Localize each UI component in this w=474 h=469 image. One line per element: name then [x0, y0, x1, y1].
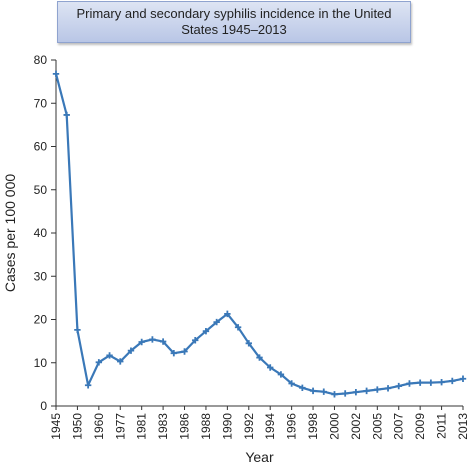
x-tick-label: 1945	[49, 413, 63, 440]
data-point	[149, 336, 156, 343]
data-point	[406, 380, 413, 387]
data-point	[138, 338, 145, 346]
x-tick-label: 1998	[306, 413, 320, 440]
data-point	[84, 382, 92, 389]
data-point	[117, 358, 124, 365]
x-axis-label: Year	[245, 449, 274, 465]
x-tick-label: 1960	[92, 413, 106, 440]
y-tick-label: 60	[34, 140, 48, 154]
y-tick-label: 80	[34, 53, 48, 67]
x-tick-label: 1983	[156, 413, 170, 440]
data-point	[277, 371, 285, 378]
data-point	[395, 382, 402, 390]
x-tick-label: 2013	[456, 413, 470, 440]
x-tick-label: 1981	[135, 413, 149, 440]
data-point	[181, 348, 188, 355]
x-tick-label: 1990	[220, 413, 234, 440]
series-line	[54, 73, 464, 396]
y-tick-label: 20	[34, 313, 48, 327]
x-tick-label: 1996	[285, 413, 299, 440]
x-tick-label: 2011	[435, 413, 449, 439]
data-point	[299, 384, 306, 392]
data-point	[202, 327, 210, 335]
x-tick-label: 1977	[113, 413, 127, 440]
data-point	[213, 318, 220, 326]
data-point	[245, 340, 252, 347]
x-tick-label: 1950	[70, 413, 84, 440]
data-point	[288, 380, 295, 387]
y-tick-label: 30	[34, 269, 48, 283]
y-tick-label: 50	[34, 183, 48, 197]
x-tick-label: 2007	[392, 413, 406, 440]
y-tick-label: 70	[34, 96, 48, 110]
data-point	[341, 390, 349, 397]
data-point	[438, 379, 445, 386]
data-point	[449, 377, 456, 385]
data-point	[127, 347, 135, 354]
series-group	[52, 70, 467, 398]
chart-title: Primary and secondary syphilis incidence…	[57, 1, 411, 43]
data-point	[320, 388, 327, 395]
data-point	[374, 386, 381, 393]
x-tick-label: 1986	[178, 413, 192, 440]
y-axis-label: Cases per 100 000	[2, 174, 18, 293]
x-tick-label: 1992	[242, 413, 256, 440]
data-point	[106, 352, 113, 359]
data-point	[192, 337, 199, 344]
data-point	[384, 385, 392, 392]
data-point	[224, 310, 231, 318]
data-point	[416, 379, 424, 386]
y-tick-label: 40	[34, 226, 48, 240]
y-tick-label: 10	[34, 356, 48, 370]
data-point	[267, 364, 274, 371]
x-tick-label: 2005	[370, 413, 384, 440]
data-point	[159, 338, 167, 345]
y-tick-label: 0	[40, 399, 47, 413]
data-point	[459, 375, 467, 382]
x-tick-label: 2009	[413, 413, 427, 440]
data-point	[427, 379, 435, 386]
data-point	[95, 359, 103, 366]
data-point	[331, 391, 338, 398]
y-axis-ticks: 0 10 20 30 40 50 60 70 80	[34, 53, 56, 413]
x-tick-label: 1988	[199, 413, 213, 440]
data-point	[352, 388, 360, 396]
data-point	[74, 326, 81, 334]
axes	[55, 60, 463, 407]
data-point	[52, 70, 60, 78]
x-tick-label: 2002	[349, 413, 363, 440]
data-point	[170, 350, 178, 357]
data-point	[63, 111, 70, 119]
x-tick-label: 1994	[263, 413, 277, 440]
data-point	[256, 354, 263, 361]
data-point	[234, 324, 242, 331]
data-point	[363, 387, 370, 395]
x-tick-label: 2000	[327, 413, 341, 440]
x-axis-ticks: 1945 1950 1960 1977 1981 1983 1986 1988 1990 1992…	[49, 406, 470, 440]
data-point	[309, 387, 317, 395]
